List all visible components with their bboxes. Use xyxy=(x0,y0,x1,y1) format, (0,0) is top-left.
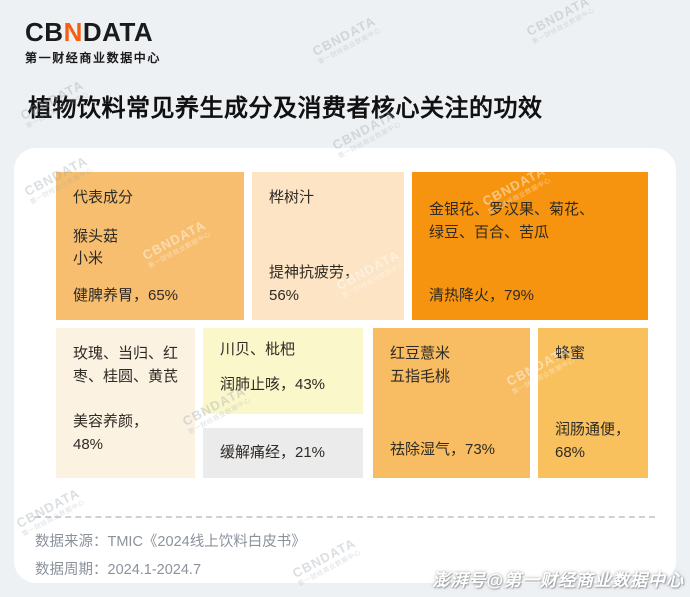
effect-value-text: 缓解痛经，21% xyxy=(220,443,326,461)
effect-value-text: 润肠通便，68% xyxy=(555,421,631,461)
data-source-value: TMIC《2024线上饮料白皮书》 xyxy=(107,534,306,550)
ingredients-text: 蜂蜜 xyxy=(555,345,586,362)
block-qingre-jianghuo: 金银花、罗汉果、菊花、 绿豆、百合、苦瓜 清热降火，79% xyxy=(412,172,648,320)
logo-data: DATA xyxy=(82,17,154,47)
platform-watermark: 澎湃号@第一财经商业数据中心 xyxy=(432,571,684,590)
page-title: 植物饮料常见养生成分及消费者核心关注的功效 xyxy=(28,95,543,122)
block-runfei-zhike: 川贝、枇杷 润肺止咳，43% xyxy=(203,328,363,414)
brand-watermark: CBNDATA 第一财经商业数据中心 xyxy=(309,13,383,66)
effect-value-text: 润肺止咳，43% xyxy=(220,375,326,393)
brand-watermark: CBNDATA 第一财经商业数据中心 xyxy=(523,0,597,46)
ingredients-text: 猴头菇 小米 xyxy=(73,227,119,268)
logo-n-orange: N xyxy=(63,17,83,47)
data-period-value: 2024.1-2024.7 xyxy=(107,562,202,578)
chart-card: 代表成分 猴头菇 小米 健脾养胃，65% 桦树汁 提神抗疲劳，56% 金银花、罗… xyxy=(14,148,676,583)
block-quchu-shiqi: 红豆薏米 五指毛桃 祛除湿气，73% xyxy=(373,328,530,478)
block-tishen-kangpilao: 桦树汁 提神抗疲劳，56% xyxy=(252,172,404,320)
data-period-label: 数据周期： xyxy=(35,562,108,578)
footnote: 数据来源：TMIC《2024线上饮料白皮书》 数据周期：2024.1-2024.… xyxy=(35,516,655,584)
ingredients-text: 玫瑰、当归、红 枣、桂圆、黄芪 xyxy=(73,345,179,385)
block-runchang-tongbian: 蜂蜜 润肠通便，68% xyxy=(538,328,648,478)
ingredients-text: 金银花、罗汉果、菊花、 绿豆、百合、苦瓜 xyxy=(429,201,595,241)
cbndata-logo: CBNDATA 第一财经商业数据中心 xyxy=(25,19,161,64)
logo-subtitle: 第一财经商业数据中心 xyxy=(25,51,162,65)
effect-value-text: 祛除湿气，73% xyxy=(390,440,496,458)
ingredients-text: 川贝、枇杷 xyxy=(220,341,296,358)
effect-value-text: 提神抗疲劳，56% xyxy=(269,264,360,304)
ingredients-text: 桦树汁 xyxy=(269,189,315,206)
block-jianpi-yangwei: 代表成分 猴头菇 小米 健脾养胃，65% xyxy=(56,172,244,320)
block-meirong-yangyan: 玫瑰、当归、红 枣、桂圆、黄芪 美容养颜，48% xyxy=(56,328,195,478)
ingredients-text: 红豆薏米 五指毛桃 xyxy=(390,345,451,385)
logo-cb: CB xyxy=(25,17,64,47)
effect-value-text: 健脾养胃，65% xyxy=(73,286,179,304)
data-source-label: 数据来源： xyxy=(35,534,108,550)
data-period-line: 数据周期：2024.1-2024.7 xyxy=(35,556,655,584)
effect-value-text: 清热降火，79% xyxy=(429,286,535,304)
representative-ingredients-label: 代表成分 xyxy=(73,189,134,206)
logo-wordmark: CBNDATA xyxy=(25,19,161,45)
data-source-line: 数据来源：TMIC《2024线上饮料白皮书》 xyxy=(35,528,655,556)
effect-value-text: 美容养颜，48% xyxy=(73,413,149,453)
block-huanjie-tongjing: 缓解痛经，21% xyxy=(203,428,363,478)
